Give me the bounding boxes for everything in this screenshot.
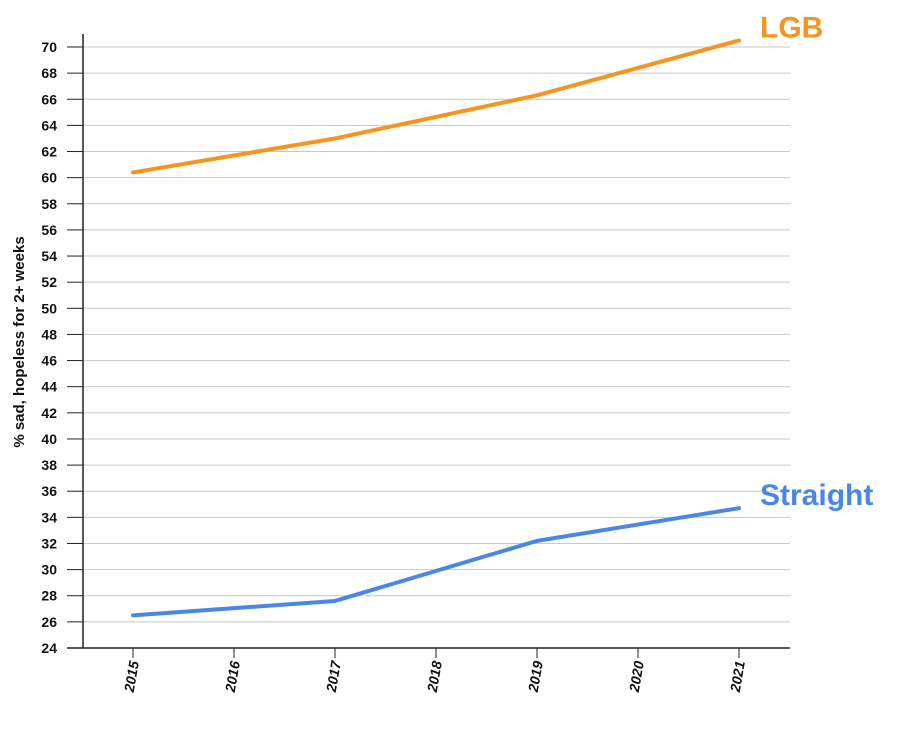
y-tick-label: 58 — [41, 196, 57, 212]
y-tick-label: 60 — [41, 170, 57, 186]
x-tick-label: 2020 — [626, 660, 647, 695]
y-tick-label: 28 — [41, 588, 57, 604]
x-tick-label: 2017 — [323, 659, 345, 695]
y-tick-label: 44 — [41, 379, 57, 395]
series-line-straight — [131, 506, 741, 618]
series-labels: LGB Straight — [760, 11, 873, 512]
y-tick-label: 36 — [41, 483, 57, 499]
x-tick-label: 2021 — [727, 660, 748, 695]
gridlines — [83, 46, 790, 623]
y-tick-label: 24 — [41, 640, 57, 656]
y-tick-label: 66 — [41, 91, 57, 107]
series-label-straight: Straight — [760, 479, 873, 512]
y-tick-label: 50 — [41, 300, 57, 316]
y-tick-labels: 24 26 28 30 32 34 36 38 40 42 44 46 48 50 52 54 56 58 60 62… — [41, 39, 83, 656]
x-tick-label: 2018 — [424, 660, 445, 695]
x-tick-labels: 2015 2016 2017 2018 2019 2020 2021 — [121, 648, 748, 694]
y-tick-label: 30 — [41, 562, 57, 578]
x-tick-label: 2019 — [525, 660, 546, 695]
y-tick-label: 64 — [41, 117, 57, 133]
y-tick-label: 54 — [41, 248, 57, 264]
y-tick-label: 32 — [41, 535, 57, 551]
x-tick-label: 2016 — [222, 660, 243, 695]
y-tick-label: 48 — [41, 326, 57, 342]
y-tick-label: 46 — [41, 353, 57, 369]
y-tick-label: 42 — [41, 405, 57, 421]
y-tick-label: 62 — [41, 144, 57, 160]
series-lines — [131, 38, 741, 618]
axes — [67, 34, 790, 649]
x-tick-label: 2015 — [121, 660, 142, 695]
y-tick-label: 70 — [41, 39, 57, 55]
series-label-lgb: LGB — [760, 11, 823, 44]
y-tick-label: 52 — [41, 274, 57, 290]
y-tick-label: 56 — [41, 222, 57, 238]
y-tick-label: 68 — [41, 65, 57, 81]
y-tick-label: 26 — [41, 614, 57, 630]
y-tick-label: 34 — [41, 509, 57, 525]
y-axis-title: % sad, hopeless for 2+ weeks — [11, 236, 28, 447]
y-tick-label: 40 — [41, 431, 57, 447]
y-tick-label: 38 — [41, 457, 57, 473]
series-line-lgb — [131, 38, 741, 175]
